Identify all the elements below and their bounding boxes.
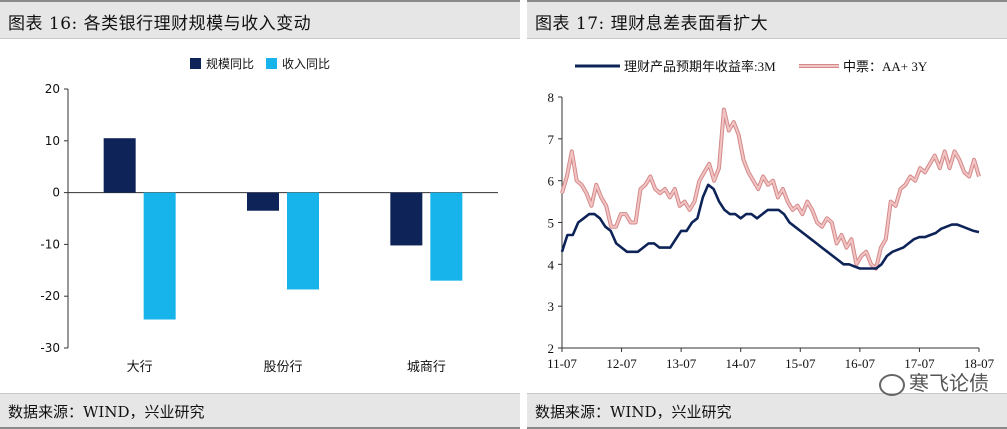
left-title-bar: 图表 16: 各类银行理财规模与收入变动 [0, 0, 520, 39]
y-tick-label: 0 [52, 186, 60, 200]
x-tick-label: 11-07 [547, 356, 577, 371]
bar-scale [390, 192, 423, 246]
y-tick-label: -10 [40, 237, 60, 251]
x-category-label: 股份行 [263, 360, 302, 375]
series-aa-plus-3y [561, 108, 980, 270]
y-tick-label: 6 [548, 174, 555, 189]
bar-income [143, 192, 176, 320]
line-chart: 理财产品预期年收益率:3M 中票：AA+ 3Y 2 3 4 5 6 7 8 11-07 12-07 1… [547, 59, 995, 371]
x-tick-label: 15-07 [785, 356, 816, 371]
legend-swatch-1 [190, 58, 201, 69]
x-tick-label: 17-07 [904, 356, 935, 371]
legend-label-1: 规模同比 [206, 56, 254, 71]
y-tick-label: 8 [548, 90, 555, 105]
legend-swatch-2 [266, 58, 277, 69]
right-title-bar: 图表 17: 理财息差表面看扩大 [527, 0, 1007, 39]
bar-chart: 规模同比 收入同比 -30 -20 -10 0 10 20 大行 股份行 城商行 [40, 56, 498, 375]
bar-scale [103, 138, 136, 193]
y-tick-label: -20 [40, 289, 60, 303]
panel-divider [520, 0, 527, 428]
x-tick-label: 13-07 [666, 356, 697, 371]
bar-income [287, 192, 319, 290]
y-tick-label: 5 [548, 216, 555, 231]
x-tick-label: 16-07 [845, 356, 876, 371]
y-tick-label: 4 [548, 257, 555, 272]
bar-scale [247, 192, 279, 211]
left-source-bar: 数据来源：WIND，兴业研究 [0, 393, 520, 429]
legend-label-2: 收入同比 [282, 57, 330, 71]
right-source-text: 数据来源：WIND，兴业研究 [535, 403, 732, 421]
right-chart-title: 图表 17: 理财息差表面看扩大 [535, 14, 769, 34]
y-tick-label: 20 [45, 82, 60, 96]
legend-label-2: 中票：AA+ 3Y [843, 59, 928, 74]
x-category-label: 大行 [127, 360, 153, 375]
series-wealth-yield-3m [560, 183, 980, 270]
legend-label-1: 理财产品预期年收益率:3M [624, 59, 776, 74]
watermark-text: 寒飞论债 [909, 371, 989, 395]
left-source-text: 数据来源：WIND，兴业研究 [8, 403, 205, 421]
x-tick-label: 14-07 [726, 356, 757, 371]
right-chart-panel: 图表 17: 理财息差表面看扩大 理财产品预期年收益率:3M 中票：AA+ 3Y 2… [527, 0, 1007, 429]
y-tick-label: -30 [40, 341, 60, 355]
left-chart-panel: 图表 16: 各类银行理财规模与收入变动 规模同比 收入同比 -30 -20 -10 0 1… [0, 0, 520, 429]
bar-income [430, 192, 463, 281]
x-tick-label: 18-07 [964, 356, 995, 371]
x-tick-label: 12-07 [606, 356, 637, 371]
y-tick-label: 2 [548, 341, 555, 356]
y-tick-label: 7 [548, 132, 555, 147]
y-tick-label: 10 [45, 134, 60, 148]
y-tick-label: 3 [548, 299, 555, 314]
x-category-label: 城商行 [407, 360, 446, 375]
wechat-icon [879, 373, 905, 396]
left-chart-title: 图表 16: 各类银行理财规模与收入变动 [8, 14, 312, 34]
watermark: 寒飞论债 [879, 367, 989, 396]
series-aa-plus-3y-edge [560, 107, 981, 271]
right-source-bar: 数据来源：WIND，兴业研究 [527, 393, 1007, 429]
